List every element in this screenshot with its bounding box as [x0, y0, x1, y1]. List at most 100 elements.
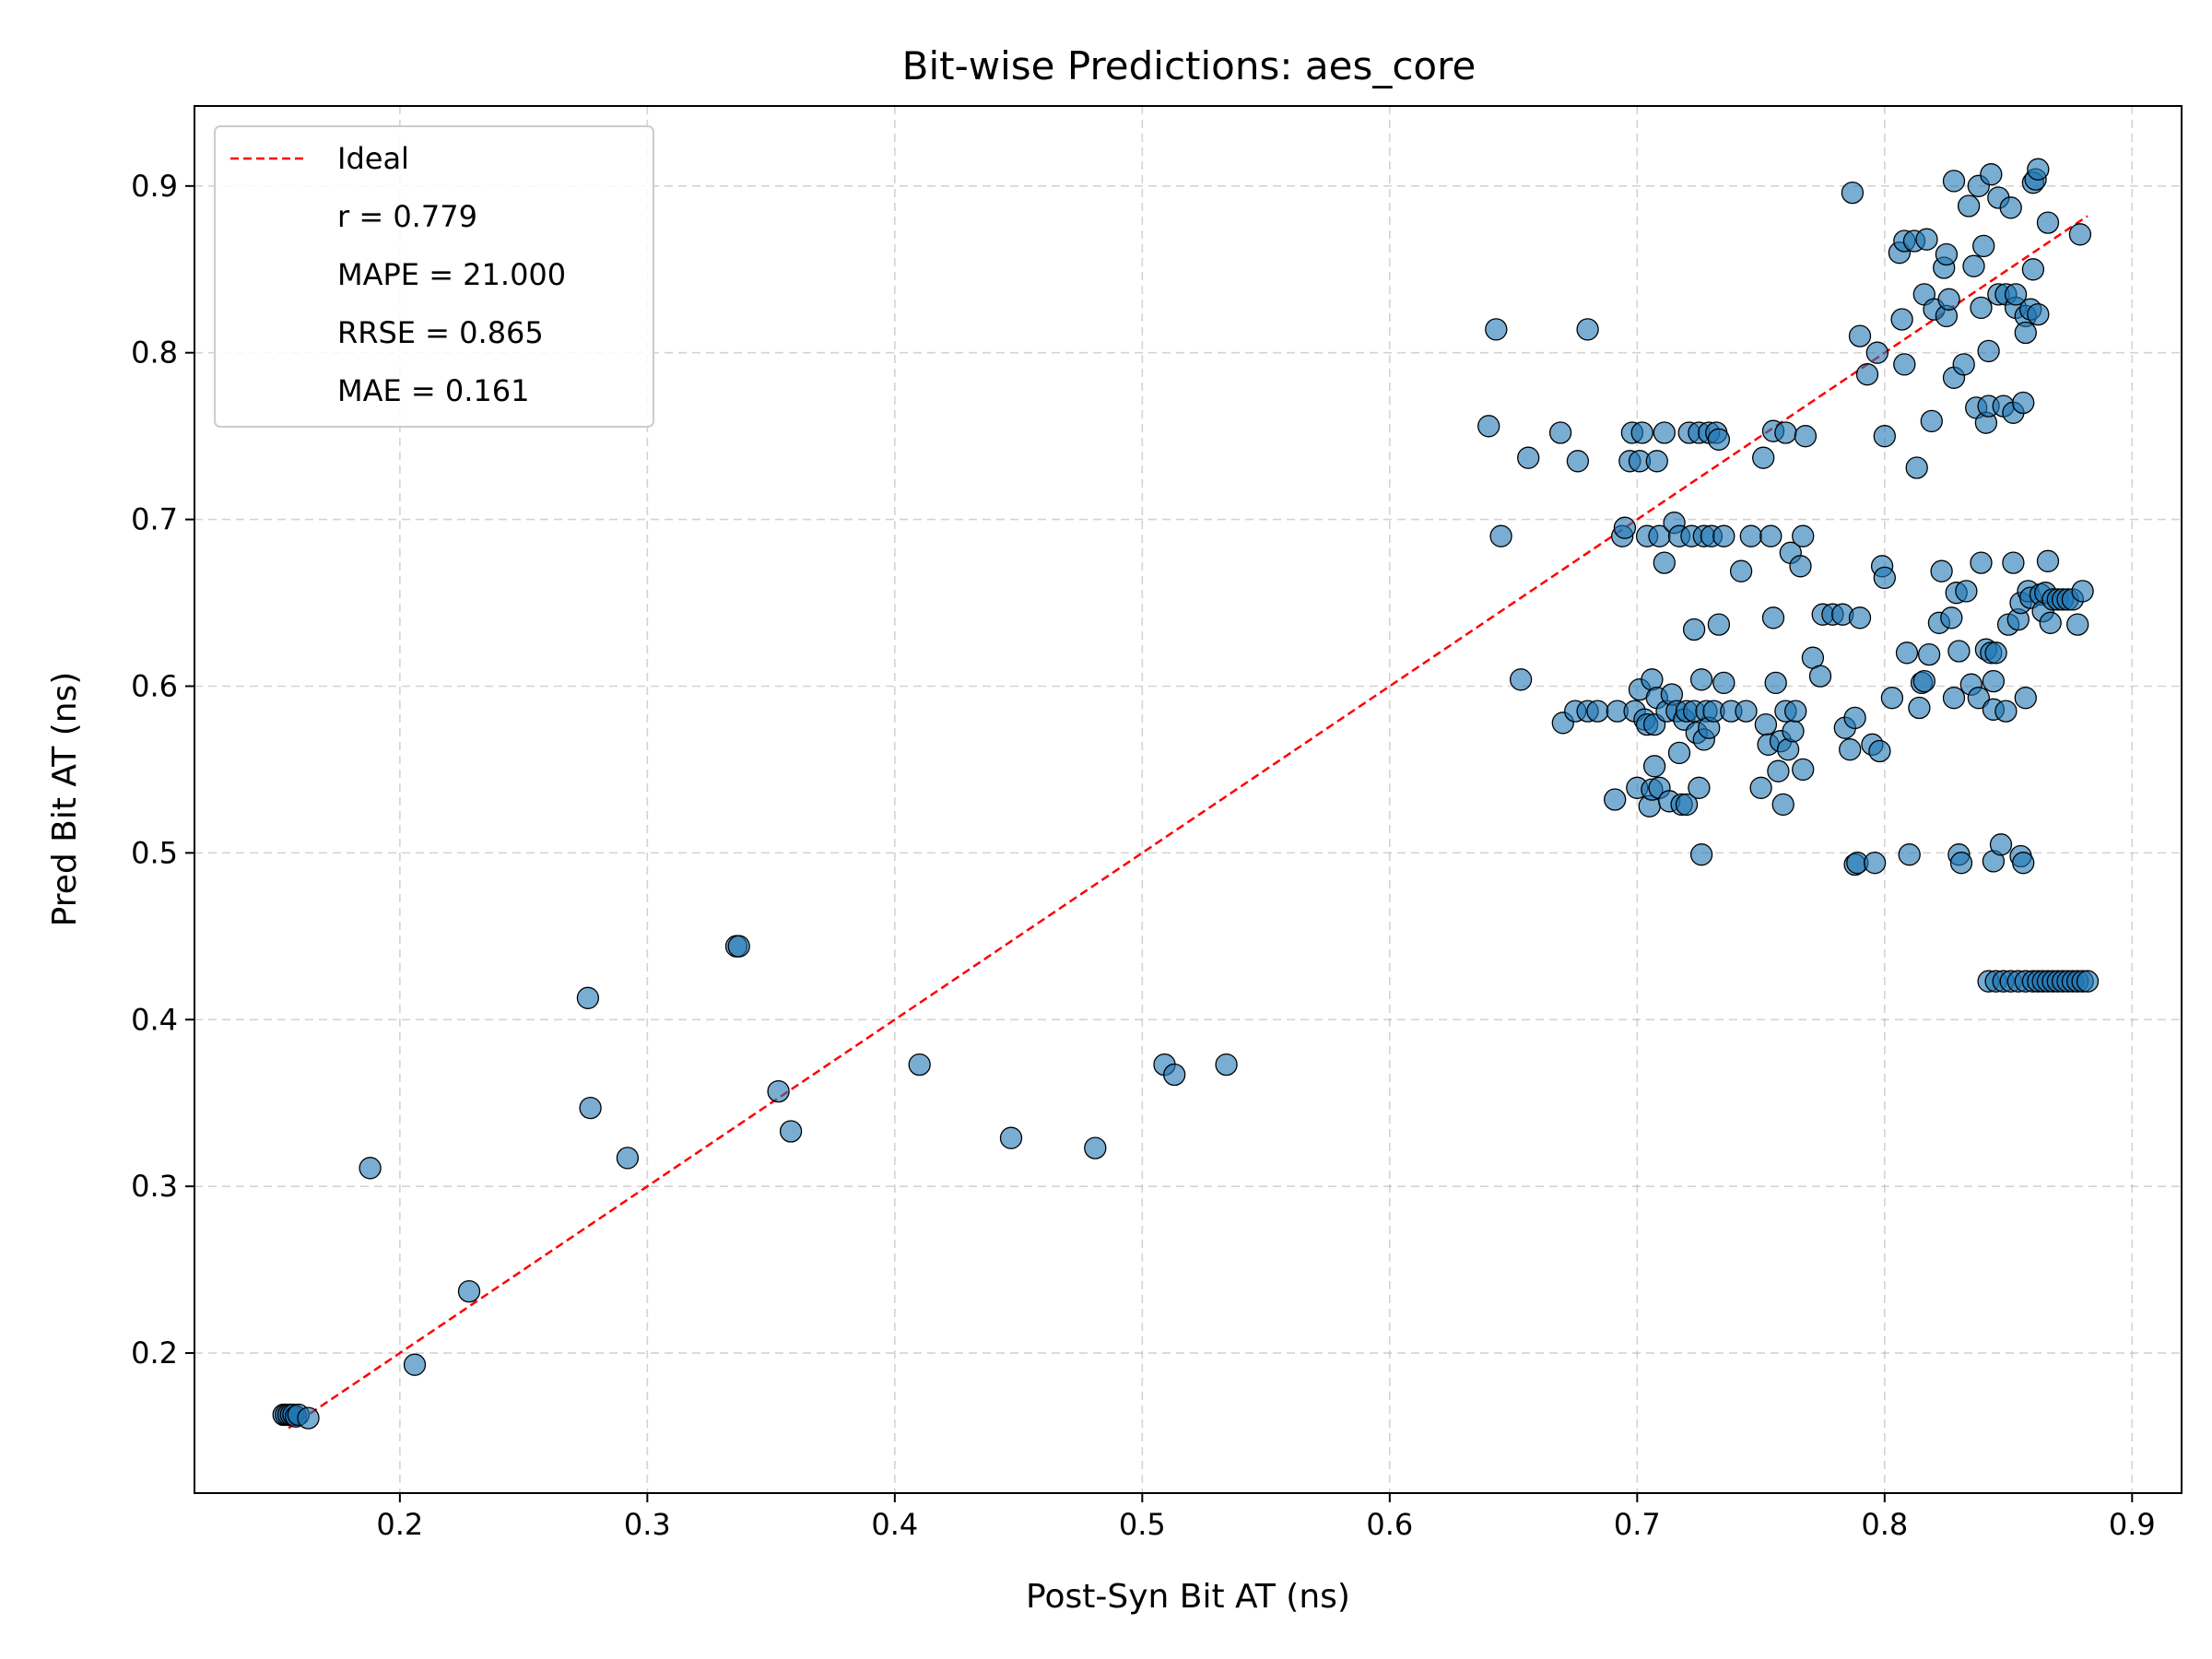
data-point — [1970, 296, 1993, 320]
data-point — [1489, 524, 1512, 547]
data-point — [2021, 258, 2045, 281]
data-point — [2012, 852, 2035, 875]
ideal-line — [288, 215, 2088, 1430]
data-point — [1689, 668, 1713, 691]
data-point — [1767, 759, 1790, 782]
data-point — [1952, 353, 1975, 376]
data-point — [1898, 843, 1921, 866]
data-point — [1999, 196, 2022, 219]
data-point — [1754, 712, 1778, 736]
data-point — [1935, 242, 1959, 266]
x-axis-label: Post-Syn Bit AT (ns) — [1026, 1578, 1350, 1616]
data-point — [1774, 421, 1797, 444]
data-point — [1477, 415, 1500, 438]
data-point — [1752, 446, 1775, 469]
data-point — [727, 935, 750, 958]
data-point — [1688, 776, 1711, 799]
data-point — [1667, 741, 1691, 765]
data-point — [1712, 524, 1735, 547]
data-point — [1855, 363, 1879, 386]
data-point — [1163, 1063, 1186, 1087]
data-point — [1792, 524, 1815, 547]
data-point — [359, 1157, 382, 1180]
data-point — [1782, 720, 1805, 743]
data-point — [1873, 566, 1896, 590]
x-tick-label: 0.2 — [376, 1507, 423, 1542]
data-point — [1863, 852, 1887, 875]
data-point — [1940, 606, 1963, 629]
data-point — [767, 1079, 790, 1103]
grid-lines — [194, 106, 2182, 1493]
data-point — [1915, 228, 1938, 251]
data-point — [1682, 618, 1706, 641]
data-point — [1841, 181, 1865, 205]
data-point — [1613, 516, 1637, 539]
data-point — [616, 1147, 640, 1170]
data-point — [2012, 391, 2035, 415]
data-point — [1749, 776, 1772, 799]
data-point — [2068, 223, 2092, 246]
data-point — [1930, 559, 1953, 582]
data-points — [272, 158, 2100, 1430]
data-point — [1937, 288, 1960, 311]
x-tick-label: 0.9 — [2109, 1507, 2156, 1542]
data-point — [1215, 1053, 1238, 1077]
data-point — [1942, 687, 1966, 710]
data-point — [1868, 739, 1891, 763]
legend-stat-mape: MAPE = 21.000 — [337, 257, 566, 292]
data-point — [1576, 318, 1599, 341]
plot-frame — [194, 105, 2183, 1494]
data-point — [2014, 321, 2037, 345]
data-point — [2066, 613, 2089, 636]
data-point — [1942, 170, 1966, 193]
data-point — [1967, 687, 1990, 710]
y-tick-label: 0.8 — [131, 335, 178, 371]
data-point — [1989, 833, 2013, 856]
data-point — [1808, 665, 1832, 688]
data-point — [1957, 194, 1981, 218]
legend: Ideal r = 0.779 MAPE = 21.000 RRSE = 0.8… — [214, 125, 654, 428]
x-tick-label: 0.5 — [1119, 1507, 1166, 1542]
legend-stat-rrse: RRSE = 0.865 — [337, 315, 544, 350]
y-tick-label: 0.6 — [131, 668, 178, 703]
data-point — [1566, 450, 1590, 473]
data-point — [1485, 318, 1508, 341]
data-point — [1873, 425, 1896, 448]
legend-ideal-label: Ideal — [337, 141, 409, 176]
data-point — [1739, 524, 1762, 547]
data-point — [2076, 970, 2100, 993]
chart-title: Bit-wise Predictions: aes_core — [902, 43, 1477, 88]
data-point — [2004, 283, 2028, 306]
data-point — [1509, 668, 1533, 691]
data-point — [1784, 700, 1807, 723]
x-tick-label: 0.4 — [871, 1507, 918, 1542]
data-point — [2002, 551, 2025, 574]
data-point — [1890, 308, 1913, 331]
y-tick-label: 0.4 — [131, 1002, 178, 1037]
y-tick-label: 0.9 — [131, 169, 178, 204]
data-point — [1962, 254, 1985, 277]
data-point — [779, 1120, 803, 1143]
data-point — [576, 986, 600, 1009]
data-point — [1084, 1136, 1107, 1159]
data-point — [1972, 234, 1995, 258]
data-point — [1675, 793, 1699, 817]
data-point — [297, 1406, 320, 1430]
data-point — [2036, 211, 2060, 234]
data-point — [1982, 669, 2006, 693]
data-point — [1865, 341, 1888, 364]
data-point — [403, 1353, 427, 1376]
data-point — [1994, 700, 2018, 723]
data-point — [1908, 696, 1931, 720]
x-tick-label: 0.8 — [1861, 1507, 1908, 1542]
data-point — [1642, 755, 1666, 778]
y-axis-ticks: 0.2 0.3 0.4 0.5 0.6 0.7 0.8 0.9 — [131, 169, 194, 1371]
legend-stat-mae: MAE = 0.161 — [337, 373, 529, 408]
data-point — [1789, 555, 1812, 578]
data-point — [1917, 642, 1941, 666]
y-axis-label: Pred Bit AT (ns) — [46, 672, 84, 927]
data-point — [1839, 738, 1862, 761]
data-point — [1653, 551, 1676, 574]
data-point — [1949, 852, 1973, 875]
